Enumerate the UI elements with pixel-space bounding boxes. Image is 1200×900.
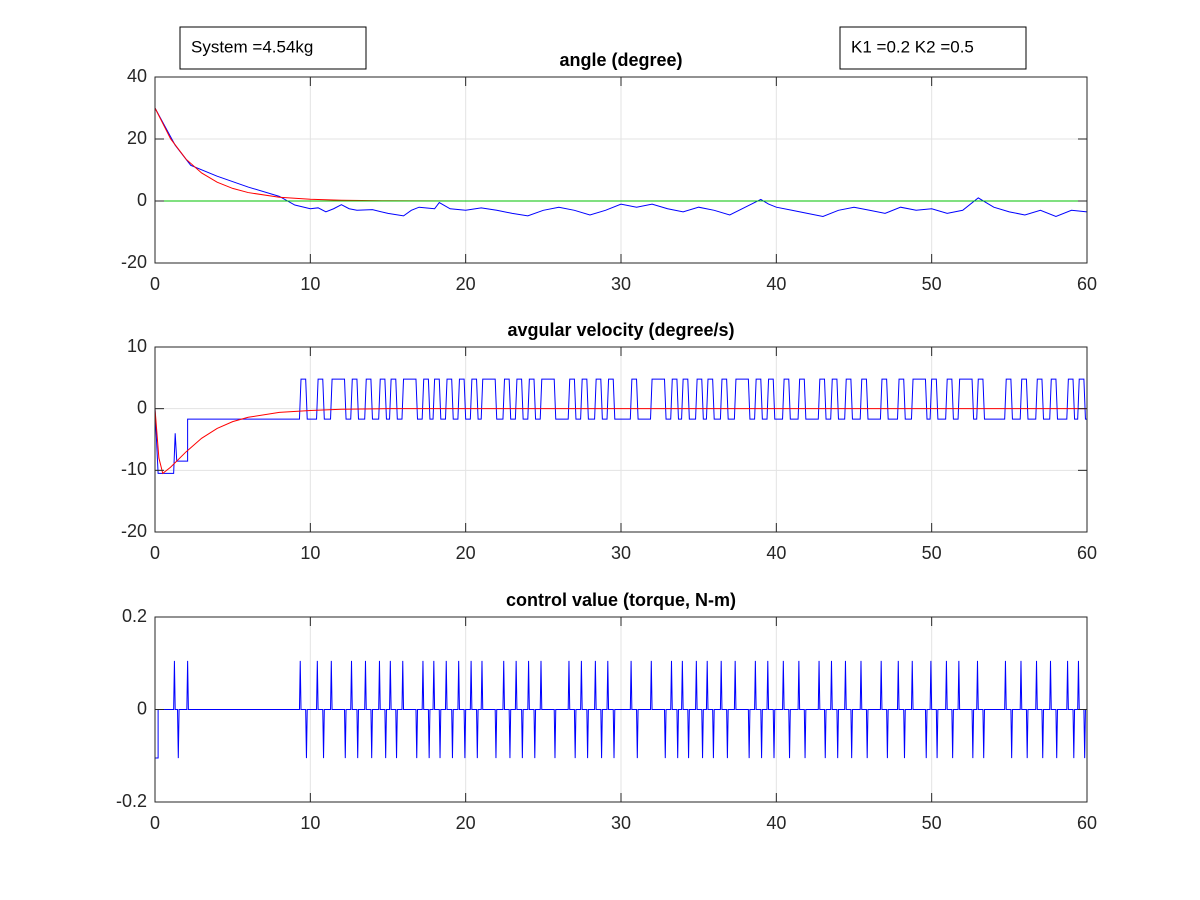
x-tick-label: 50 (922, 813, 942, 833)
y-tick-label: -10 (121, 459, 147, 479)
x-tick-label: 50 (922, 543, 942, 563)
annotation-text: System =4.54kg (191, 37, 313, 56)
x-tick-label: 50 (922, 274, 942, 294)
data-line (155, 107, 1087, 218)
x-tick-label: 20 (456, 543, 476, 563)
y-tick-label: 0 (137, 190, 147, 210)
annotation-text: K1 =0.2 K2 =0.5 (851, 37, 974, 56)
x-tick-label: 0 (150, 274, 160, 294)
x-tick-label: 30 (611, 813, 631, 833)
y-tick-label: 10 (127, 336, 147, 356)
x-tick-label: 0 (150, 543, 160, 563)
annotation-box (179, 26, 367, 70)
data-line (155, 378, 1087, 474)
y-tick-label: 20 (127, 128, 147, 148)
y-tick-label: -20 (121, 521, 147, 541)
x-tick-label: 40 (766, 813, 786, 833)
y-tick-label: -20 (121, 252, 147, 272)
y-tick-label: 40 (127, 66, 147, 86)
data-line (155, 408, 1087, 475)
axes-box (154, 616, 1088, 803)
chart-title: control value (torque, N-m) (506, 590, 736, 610)
y-tick-label: 0 (137, 397, 147, 417)
axes-box (154, 346, 1088, 533)
x-tick-label: 10 (300, 813, 320, 833)
x-tick-label: 20 (456, 274, 476, 294)
x-tick-label: 40 (766, 543, 786, 563)
chart-title: avgular velocity (degree/s) (507, 320, 734, 340)
y-tick-label: -0.2 (116, 791, 147, 811)
x-tick-label: 60 (1077, 274, 1097, 294)
x-tick-label: 40 (766, 274, 786, 294)
x-tick-label: 10 (300, 543, 320, 563)
x-tick-label: 60 (1077, 813, 1097, 833)
data-line (155, 660, 1087, 759)
x-tick-label: 30 (611, 274, 631, 294)
annotation-box (839, 26, 1027, 70)
x-tick-label: 10 (300, 274, 320, 294)
chart-title: angle (degree) (559, 50, 682, 70)
x-tick-label: 20 (456, 813, 476, 833)
y-tick-label: 0 (137, 698, 147, 718)
y-tick-label: 0.2 (122, 606, 147, 626)
axes-box (154, 76, 1088, 264)
x-tick-label: 60 (1077, 543, 1097, 563)
x-tick-label: 0 (150, 813, 160, 833)
x-tick-label: 30 (611, 543, 631, 563)
